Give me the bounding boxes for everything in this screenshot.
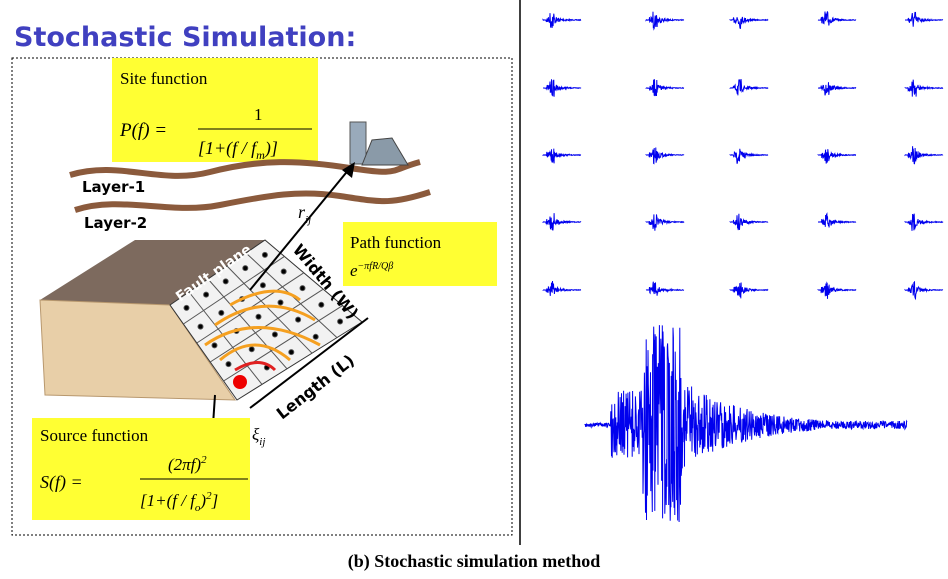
seismogram [730,214,768,230]
grid-node [278,300,283,305]
waveforms [543,12,943,523]
seismogram [646,148,684,164]
grid-node [219,310,224,315]
grid-node [260,283,265,288]
seismogram [905,80,943,97]
grid-node [296,317,301,322]
seismogram [543,213,581,230]
seismogram [730,149,768,164]
seismogram [646,12,684,29]
site-numerator: 1 [254,105,263,124]
caption: (b) Stochastic simulation method [348,551,601,572]
seismogram [543,149,581,164]
grid-node [313,334,318,339]
grid-node [223,279,228,284]
grid-node [212,343,217,348]
source-label: Source function [40,426,149,445]
grid-node [256,314,261,319]
grid-node [262,252,267,257]
layer-label: Layer-1 [82,178,145,196]
grid-node [243,266,248,271]
layer-label: Layer-2 [84,214,147,232]
distance: rij [298,202,311,226]
site-lhs: P(f) = [119,120,167,141]
diagram: Stochastic Simulation: Site function P(f… [0,0,948,579]
grid-node [198,324,203,329]
seismogram [818,283,856,299]
grid-node [226,362,231,367]
grid-node [300,286,305,291]
source-lhs: S(f) = [40,472,83,493]
seismogram [585,325,907,522]
seismogram [730,283,768,299]
seismogram [818,214,856,228]
grid-node [338,319,343,324]
seismogram [905,12,943,27]
grid-node [204,292,209,297]
seismogram [646,79,684,96]
site-icon [350,122,408,165]
seismogram [730,79,768,95]
seismogram [818,149,856,163]
site-label: Site function [120,69,208,88]
seismogram [646,214,684,230]
seismogram [543,281,581,296]
grid-node [281,269,286,274]
seismogram [543,79,581,96]
seismogram [818,12,856,26]
seismogram [646,282,684,296]
seismogram [905,214,943,231]
grid-node [319,302,324,307]
grid-node [249,347,254,352]
seismogram [730,17,768,29]
page: Stochastic Simulation: Site function P(f… [0,0,948,579]
grid-node [184,305,189,310]
seismogram [818,82,856,95]
grid-node [289,350,294,355]
hypocenter [233,375,247,389]
seismogram [905,146,943,164]
path-label: Path function [350,233,442,252]
title: Stochastic Simulation: [14,22,356,53]
path-box [343,222,497,286]
grid-node [272,332,277,337]
xi: ξij [252,425,265,448]
seismogram [905,281,943,298]
seismogram [543,13,581,27]
